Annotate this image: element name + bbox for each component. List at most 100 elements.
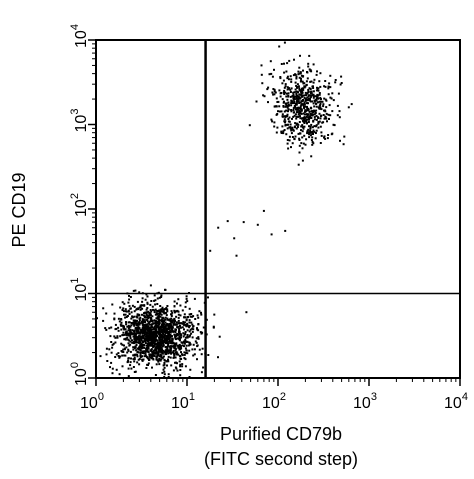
data-point: [150, 319, 153, 322]
data-point: [156, 359, 159, 362]
data-point: [200, 332, 203, 335]
data-point: [158, 334, 161, 337]
data-point: [285, 109, 288, 112]
data-point: [155, 363, 158, 366]
data-point: [260, 73, 263, 76]
data-point: [155, 356, 158, 359]
data-point: [169, 324, 172, 327]
data-point: [166, 346, 169, 348]
data-point: [242, 221, 245, 224]
data-point: [156, 334, 158, 337]
data-point: [283, 118, 286, 121]
data-point: [308, 118, 311, 121]
data-point: [307, 62, 310, 65]
data-point: [313, 125, 316, 128]
data-point: [295, 90, 298, 93]
data-point: [145, 313, 148, 316]
data-point: [312, 142, 315, 145]
data-point: [129, 364, 132, 367]
data-point: [128, 332, 131, 335]
data-point: [175, 334, 177, 337]
data-point: [294, 73, 297, 76]
data-point: [192, 325, 195, 328]
data-point: [111, 372, 114, 375]
data-point: [284, 116, 287, 119]
data-point: [327, 134, 330, 136]
data-point: [297, 123, 300, 126]
data-point: [159, 345, 161, 348]
data-point: [288, 126, 291, 129]
data-point: [309, 106, 312, 109]
data-point: [127, 348, 130, 351]
data-point: [171, 341, 174, 344]
data-point: [273, 93, 276, 96]
data-point: [149, 309, 152, 311]
data-point: [306, 96, 309, 99]
data-point: [332, 99, 335, 102]
data-point: [317, 106, 320, 109]
data-point: [130, 311, 133, 314]
data-point: [308, 94, 311, 97]
data-point: [141, 328, 144, 330]
data-point: [200, 371, 203, 374]
data-point: [307, 107, 310, 110]
data-point: [338, 116, 341, 119]
data-point: [152, 335, 155, 338]
data-point: [163, 325, 166, 328]
data-point: [158, 309, 161, 312]
data-point: [151, 323, 154, 326]
data-point: [144, 321, 146, 323]
data-point: [123, 354, 126, 357]
data-point: [174, 337, 177, 340]
data-point: [301, 95, 303, 98]
data-point: [142, 337, 145, 340]
data-point: [145, 334, 148, 336]
data-point: [318, 80, 321, 83]
data-point: [298, 109, 301, 112]
data-point: [333, 124, 336, 127]
data-point: [347, 106, 350, 109]
data-point: [186, 335, 189, 338]
data-point: [313, 130, 316, 133]
data-point: [202, 366, 205, 369]
x-tick-label: 103: [353, 391, 377, 412]
data-point: [169, 350, 172, 353]
data-point: [154, 329, 157, 332]
data-point: [111, 346, 114, 349]
data-point: [209, 249, 212, 252]
data-point: [139, 308, 142, 311]
data-point: [141, 334, 144, 337]
data-point: [323, 135, 326, 138]
data-point: [154, 324, 157, 327]
data-point: [177, 316, 180, 319]
data-point: [127, 310, 130, 313]
data-point: [288, 87, 291, 90]
data-point: [187, 325, 190, 328]
data-point: [172, 341, 175, 344]
data-point: [125, 316, 128, 318]
data-point: [270, 72, 273, 75]
data-point: [174, 356, 177, 359]
data-point: [306, 77, 309, 80]
data-point: [291, 142, 294, 145]
data-point: [291, 126, 294, 129]
data-point: [157, 350, 160, 353]
data-point: [280, 110, 283, 113]
data-point: [135, 335, 138, 338]
data-point: [141, 355, 143, 358]
data-point: [298, 87, 301, 90]
data-point: [309, 80, 312, 83]
data-point: [144, 324, 146, 327]
data-point: [309, 96, 312, 99]
data-point: [182, 321, 185, 324]
data-point: [282, 132, 285, 135]
data-point: [183, 340, 185, 343]
data-point: [172, 330, 175, 333]
data-point: [331, 92, 334, 95]
data-point: [166, 305, 169, 307]
data-point: [184, 358, 187, 361]
data-point: [307, 128, 310, 131]
data-point: [295, 77, 298, 80]
data-point: [147, 340, 150, 343]
